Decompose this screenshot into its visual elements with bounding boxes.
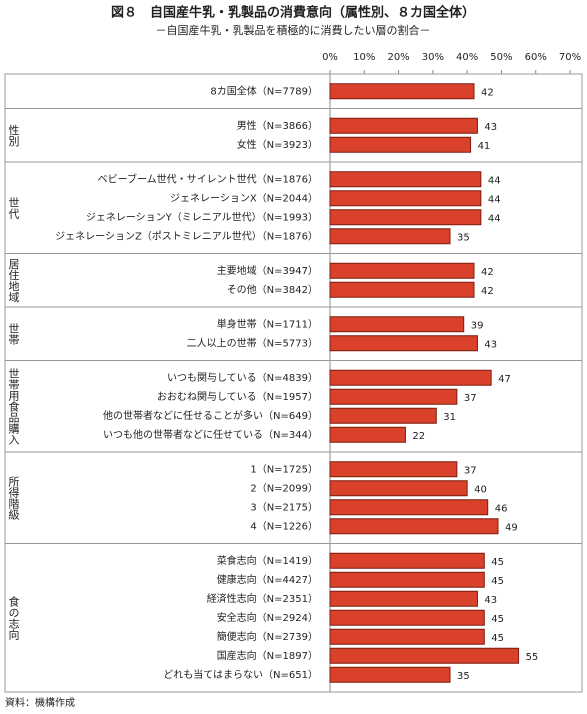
bar — [329, 228, 451, 245]
category-label: 国産志向（N=1897） — [217, 649, 318, 662]
value-label: 45 — [491, 633, 504, 644]
category-label: ジェネレーションX（N=2044） — [170, 192, 318, 204]
category-label: おおむね関与している（N=1957） — [157, 391, 318, 403]
chart-subtitle: －自国産牛乳・乳製品を積極的に消費したい層の割合－ — [156, 23, 431, 37]
value-label: 44 — [488, 175, 501, 186]
bar — [329, 171, 482, 188]
bar — [329, 388, 458, 405]
bar — [329, 316, 465, 333]
category-label: ベビーブーム世代・サイレント世代（N=1876） — [98, 172, 318, 185]
category-label: 簡便志向（N=2739） — [217, 630, 318, 643]
bar — [329, 461, 458, 478]
category-label: どれも当てはまらない（N=651） — [163, 668, 318, 681]
value-label: 49 — [505, 522, 518, 533]
chart-title: 図８ 自国産牛乳・乳製品の消費意向（属性別、８カ国全体） — [111, 5, 475, 21]
category-label: 8カ国全体（N=7789） — [210, 84, 318, 97]
bar — [329, 407, 437, 424]
value-label: 45 — [491, 557, 504, 568]
bar — [329, 190, 482, 207]
group-label: 居住地域 — [7, 258, 20, 302]
bar — [329, 136, 472, 153]
bar — [329, 83, 475, 100]
x-tick-label: 10% — [353, 52, 375, 63]
category-label: いつも他の世帯者などに任せている（N=344） — [103, 428, 318, 441]
value-label: 40 — [474, 484, 487, 495]
value-label: 44 — [488, 213, 501, 224]
value-label: 37 — [464, 393, 477, 404]
value-label: 43 — [484, 595, 497, 606]
bar — [329, 552, 485, 569]
bar — [329, 666, 451, 683]
group-label: 食の志向 — [7, 594, 20, 639]
value-label: 42 — [481, 286, 494, 297]
category-label: 安全志向（N=2924） — [217, 611, 318, 624]
value-label: 41 — [478, 141, 491, 152]
value-label: 37 — [464, 465, 477, 476]
value-label: 43 — [484, 339, 497, 350]
bar — [329, 281, 475, 298]
value-label: 42 — [481, 87, 494, 98]
source-note: 資料：機構作成 — [5, 696, 75, 709]
x-tick-label: 70% — [559, 52, 581, 63]
x-tick-label: 60% — [525, 52, 547, 63]
bar — [329, 499, 489, 516]
group-label: 世代 — [7, 196, 20, 219]
bar — [329, 369, 492, 386]
bar — [329, 335, 478, 352]
value-label: 35 — [457, 232, 470, 243]
category-label: 2（N=2099） — [250, 482, 318, 494]
bar — [329, 209, 482, 226]
x-tick-label: 0% — [322, 52, 338, 63]
category-label: 4（N=1226） — [250, 520, 318, 532]
category-label: 単身世帯（N=1711） — [217, 317, 318, 330]
category-label: ジェネレーションZ（ポストミレニアル世代）（N=1876） — [55, 230, 318, 242]
group-label: 所得階級 — [7, 475, 20, 520]
bar — [329, 590, 478, 607]
value-label: 45 — [491, 614, 504, 625]
bar — [329, 480, 468, 497]
value-label: 42 — [481, 267, 494, 278]
bar — [329, 117, 478, 134]
x-tick-label: 20% — [387, 52, 409, 63]
value-label: 35 — [457, 671, 470, 682]
x-tick-label: 50% — [490, 52, 512, 63]
category-label: 菜食志向（N=1419） — [217, 554, 318, 567]
value-label: 43 — [484, 122, 497, 133]
value-label: 47 — [498, 374, 511, 385]
group-label: 世帯 — [7, 322, 20, 344]
category-label: 健康志向（N=4427） — [217, 573, 318, 586]
category-label: 他の世帯者などに任せることが多い（N=649） — [103, 409, 318, 422]
bar — [329, 628, 485, 645]
category-label: 主要地域（N=3947） — [217, 264, 318, 277]
bar — [329, 571, 485, 588]
value-label: 44 — [488, 194, 501, 205]
category-label: 男性（N=3866） — [237, 119, 318, 132]
value-label: 31 — [443, 412, 456, 423]
bar — [329, 426, 406, 443]
x-tick-label: 30% — [422, 52, 444, 63]
value-label: 39 — [471, 320, 484, 331]
bar — [329, 609, 485, 626]
group-label: 性別 — [7, 123, 20, 147]
plot-frame — [4, 73, 583, 693]
category-label: 1（N=1725） — [250, 463, 318, 475]
category-label: 3（N=2175） — [250, 501, 318, 513]
category-label: 二人以上の世帯（N=5773） — [187, 336, 318, 349]
category-label: その他（N=3842） — [227, 283, 318, 296]
value-label: 45 — [491, 576, 504, 587]
category-label: 経済性志向（N=2351） — [207, 592, 318, 605]
bar — [329, 518, 499, 535]
value-label: 55 — [526, 652, 539, 663]
bar — [329, 262, 475, 279]
bar — [329, 647, 520, 664]
value-label: 46 — [495, 503, 508, 514]
category-label: ジェネレーションY（ミレニアル世代）（N=1993） — [86, 211, 318, 223]
category-label: 女性（N=3923） — [237, 138, 318, 151]
category-label: いつも関与している（N=4839） — [167, 372, 318, 384]
group-label: 世帯用食品購入 — [7, 367, 20, 444]
x-tick-label: 40% — [456, 52, 478, 63]
value-label: 22 — [412, 431, 425, 442]
